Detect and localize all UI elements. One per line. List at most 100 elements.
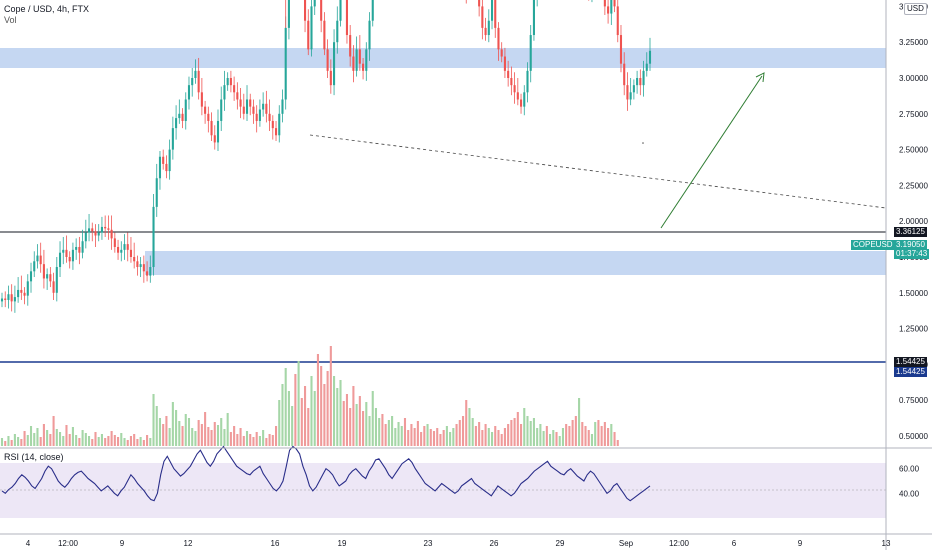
volume-bar	[516, 412, 519, 446]
volume-bar	[310, 376, 313, 446]
price-tick-label: 2.75000	[899, 110, 928, 119]
candle-body	[336, 20, 339, 43]
volume-bar	[42, 424, 45, 446]
volume-bar	[236, 434, 239, 446]
candle-body	[0, 298, 4, 302]
volume-bar	[584, 426, 587, 446]
candle-body	[39, 255, 42, 265]
rsi-legend[interactable]: RSI (14, close)	[4, 452, 64, 462]
volume-bar	[542, 431, 545, 446]
projection-arrowhead	[755, 72, 765, 83]
candle-body	[236, 92, 239, 100]
candle-body	[20, 289, 23, 293]
candle-body	[110, 229, 113, 239]
last-price-label: 3.19050	[894, 240, 927, 250]
currency-unit[interactable]: USD	[904, 3, 927, 15]
volume-bar	[162, 424, 165, 446]
support-price-label-2: 1.54425	[894, 367, 927, 377]
candle-body	[81, 241, 84, 253]
volume-bar	[455, 424, 458, 446]
volume-bar	[529, 421, 532, 446]
descending-trendline	[309, 134, 887, 209]
volume-bar	[26, 435, 29, 446]
volume-bar	[549, 434, 552, 446]
volume-bar	[452, 428, 455, 446]
candle-body	[168, 149, 171, 172]
volume-bar	[561, 428, 565, 446]
symbol-title[interactable]: Cope / USD, 4h, FTX	[4, 4, 90, 14]
time-tick-label: 6	[732, 539, 737, 548]
candle-body	[26, 281, 29, 296]
volume-bar	[484, 424, 487, 446]
volume-bar	[191, 428, 194, 446]
volume-bar	[478, 422, 481, 446]
volume-bar	[565, 424, 568, 446]
volume-bar	[532, 418, 535, 446]
candle-body	[139, 264, 142, 268]
candle-body	[648, 50, 652, 64]
volume-bar	[274, 426, 278, 446]
volume-bar	[181, 426, 184, 446]
volume-bar	[400, 426, 403, 446]
volume-bar	[207, 427, 210, 446]
candle-body	[129, 249, 133, 257]
candle-body	[58, 252, 62, 268]
candle-body	[258, 109, 261, 121]
volume-bar	[13, 434, 16, 446]
candle-body	[62, 249, 65, 253]
volume-bar	[278, 400, 281, 446]
candle-body	[71, 249, 74, 262]
candle-body	[87, 228, 91, 233]
volume-bar	[339, 380, 342, 446]
bar-countdown-label: 01:37:43	[894, 249, 930, 259]
volume-bar	[558, 436, 561, 446]
candle-body	[126, 244, 129, 250]
candle-body	[487, 20, 490, 36]
volume-bar	[333, 376, 336, 446]
candle-body	[55, 267, 58, 293]
volume-bar	[178, 421, 181, 446]
volume-bar	[184, 414, 187, 446]
time-axis[interactable]: 4 12:00 9 12 16 19 23 26 29 Sep 12:00 6 9 13	[26, 539, 891, 548]
candle-body	[29, 271, 33, 282]
volume-bar	[58, 432, 62, 446]
time-tick-label: 26	[490, 539, 499, 548]
volume-bar	[252, 437, 255, 446]
volume-bar	[574, 416, 577, 446]
price-tick-label: 1.50000	[899, 289, 928, 298]
volume-bar	[271, 435, 274, 446]
volume-bar	[46, 430, 49, 446]
volume-bar	[216, 425, 220, 446]
candle-body	[113, 238, 116, 247]
volume-bar	[391, 416, 394, 446]
candle-body	[13, 297, 16, 302]
candle-body	[320, 0, 323, 21]
candle-body	[23, 292, 26, 296]
volume-bar	[497, 430, 500, 446]
volume-bar	[423, 426, 426, 446]
candle-body	[223, 85, 226, 100]
volume-bar	[17, 437, 20, 446]
candle-body	[207, 113, 210, 121]
volume-bar	[23, 431, 26, 446]
volume-bar	[0, 438, 4, 446]
volume-bar	[368, 416, 371, 446]
volume-bar	[345, 394, 349, 446]
volume-legend[interactable]: Vol	[4, 15, 17, 25]
candle-body	[226, 78, 229, 86]
volume-bar	[474, 426, 477, 446]
volume-bar	[342, 401, 345, 446]
volume-bar	[62, 436, 65, 446]
volume-bar	[268, 434, 271, 446]
time-tick-label: 9	[120, 539, 125, 548]
volume-bar	[87, 436, 91, 446]
volume-bar	[133, 434, 136, 446]
candle-body	[507, 70, 510, 78]
candle-body	[107, 228, 110, 230]
time-tick-label: 4	[26, 539, 31, 548]
time-tick-label: 9	[798, 539, 803, 548]
volume-bar	[245, 431, 249, 446]
volume-bar	[142, 440, 145, 446]
volume-bar	[91, 439, 94, 446]
